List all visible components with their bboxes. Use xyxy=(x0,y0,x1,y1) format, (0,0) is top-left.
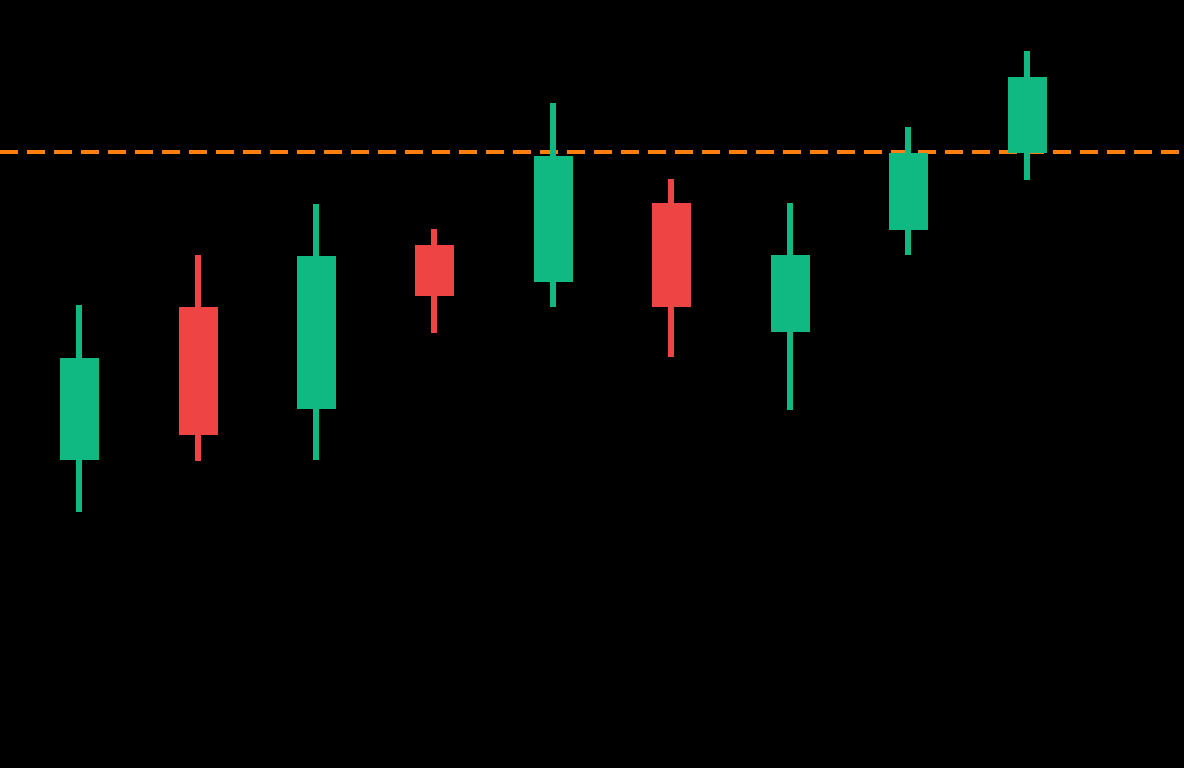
candle-8-body-up xyxy=(888,153,928,230)
candle-9-body-up xyxy=(1007,77,1047,153)
candle-5-body-up xyxy=(533,156,573,282)
reference-dashed-line xyxy=(0,150,1184,154)
candle-6-body-down xyxy=(651,203,691,307)
candle-1-body-up xyxy=(59,358,99,460)
candle-2-body-down xyxy=(178,307,218,435)
candle-7-body-up xyxy=(770,255,810,332)
candle-3-body-up xyxy=(296,256,336,409)
candle-4-body-down xyxy=(414,245,454,296)
